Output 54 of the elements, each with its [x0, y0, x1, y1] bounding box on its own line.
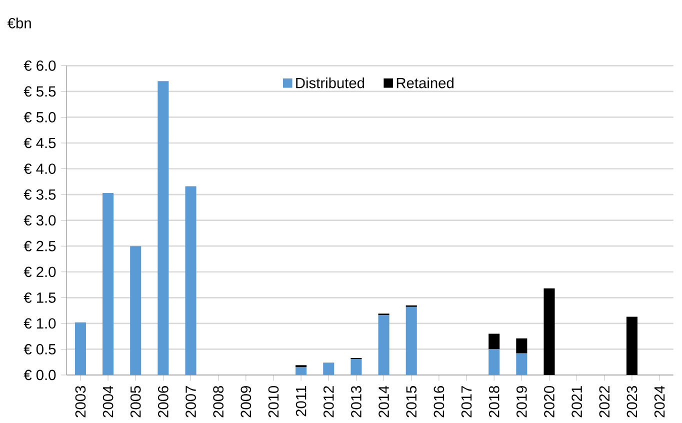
x-tick-label: 2012: [323, 386, 334, 418]
y-tick-label: € 2.5: [24, 240, 56, 252]
x-tick-label: 2011: [296, 386, 306, 416]
x-tick-label: 2020: [544, 386, 554, 418]
bar: [378, 315, 390, 375]
bar: [488, 349, 500, 375]
x-tick-label: 2010: [268, 386, 279, 418]
y-tick-label: € 4.5: [24, 138, 56, 148]
y-tick-label: € 0.0: [24, 370, 56, 380]
bar: [488, 334, 500, 350]
bar: [350, 359, 362, 375]
x-tick-label: 2019: [516, 386, 527, 418]
y-tick-label: € 3.0: [24, 215, 56, 226]
bar: [544, 288, 555, 375]
bar: [516, 353, 528, 375]
legend-label: Retained: [396, 77, 454, 88]
x-tick-label: 2017: [461, 386, 472, 418]
bar: [158, 81, 169, 375]
x-tick-label: 2024: [654, 386, 665, 418]
bar: [516, 338, 528, 354]
x-tick-label: 2021: [572, 386, 582, 418]
x-tick-label: 2009: [240, 386, 252, 418]
y-tick-label: € 5.0: [24, 112, 56, 122]
x-tick-label: 2005: [130, 386, 141, 418]
x-tick-label: 2022: [599, 386, 610, 418]
x-tick-label: 2006: [158, 386, 168, 418]
x-tick-label: 2013: [351, 386, 362, 418]
y-tick-label: € 5.5: [24, 86, 56, 97]
x-tick-label: 2003: [75, 386, 86, 418]
x-tick-label: 2016: [434, 386, 444, 418]
x-tick-label: 2008: [213, 386, 224, 418]
y-tick-label: € 3.5: [24, 189, 56, 200]
y-tick-label: € 1.0: [24, 318, 56, 329]
x-tick-label: 2018: [488, 386, 500, 418]
x-tick-label: 2015: [406, 386, 417, 418]
y-tick-label: € 2.0: [24, 266, 56, 278]
y-tick-label: € 4.0: [24, 164, 56, 174]
bar: [185, 186, 196, 375]
x-tick-label: 2023: [626, 386, 638, 418]
bar: [406, 306, 417, 375]
bar: [323, 362, 334, 375]
x-tick-label: 2007: [186, 386, 196, 418]
bar: [102, 193, 114, 375]
y-tick-label: € 1.5: [24, 292, 56, 303]
x-tick-label: 2004: [102, 386, 114, 418]
bar: [296, 367, 307, 375]
x-tick-label: 2014: [378, 386, 389, 418]
y-tick-label: € 6.0: [24, 60, 56, 71]
bar: [626, 316, 638, 375]
bar: [130, 246, 142, 375]
bar: [74, 322, 86, 375]
legend-label: Distributed: [296, 77, 364, 88]
y-tick-label: € 0.5: [24, 344, 56, 354]
text: €bn: [7, 18, 31, 28]
